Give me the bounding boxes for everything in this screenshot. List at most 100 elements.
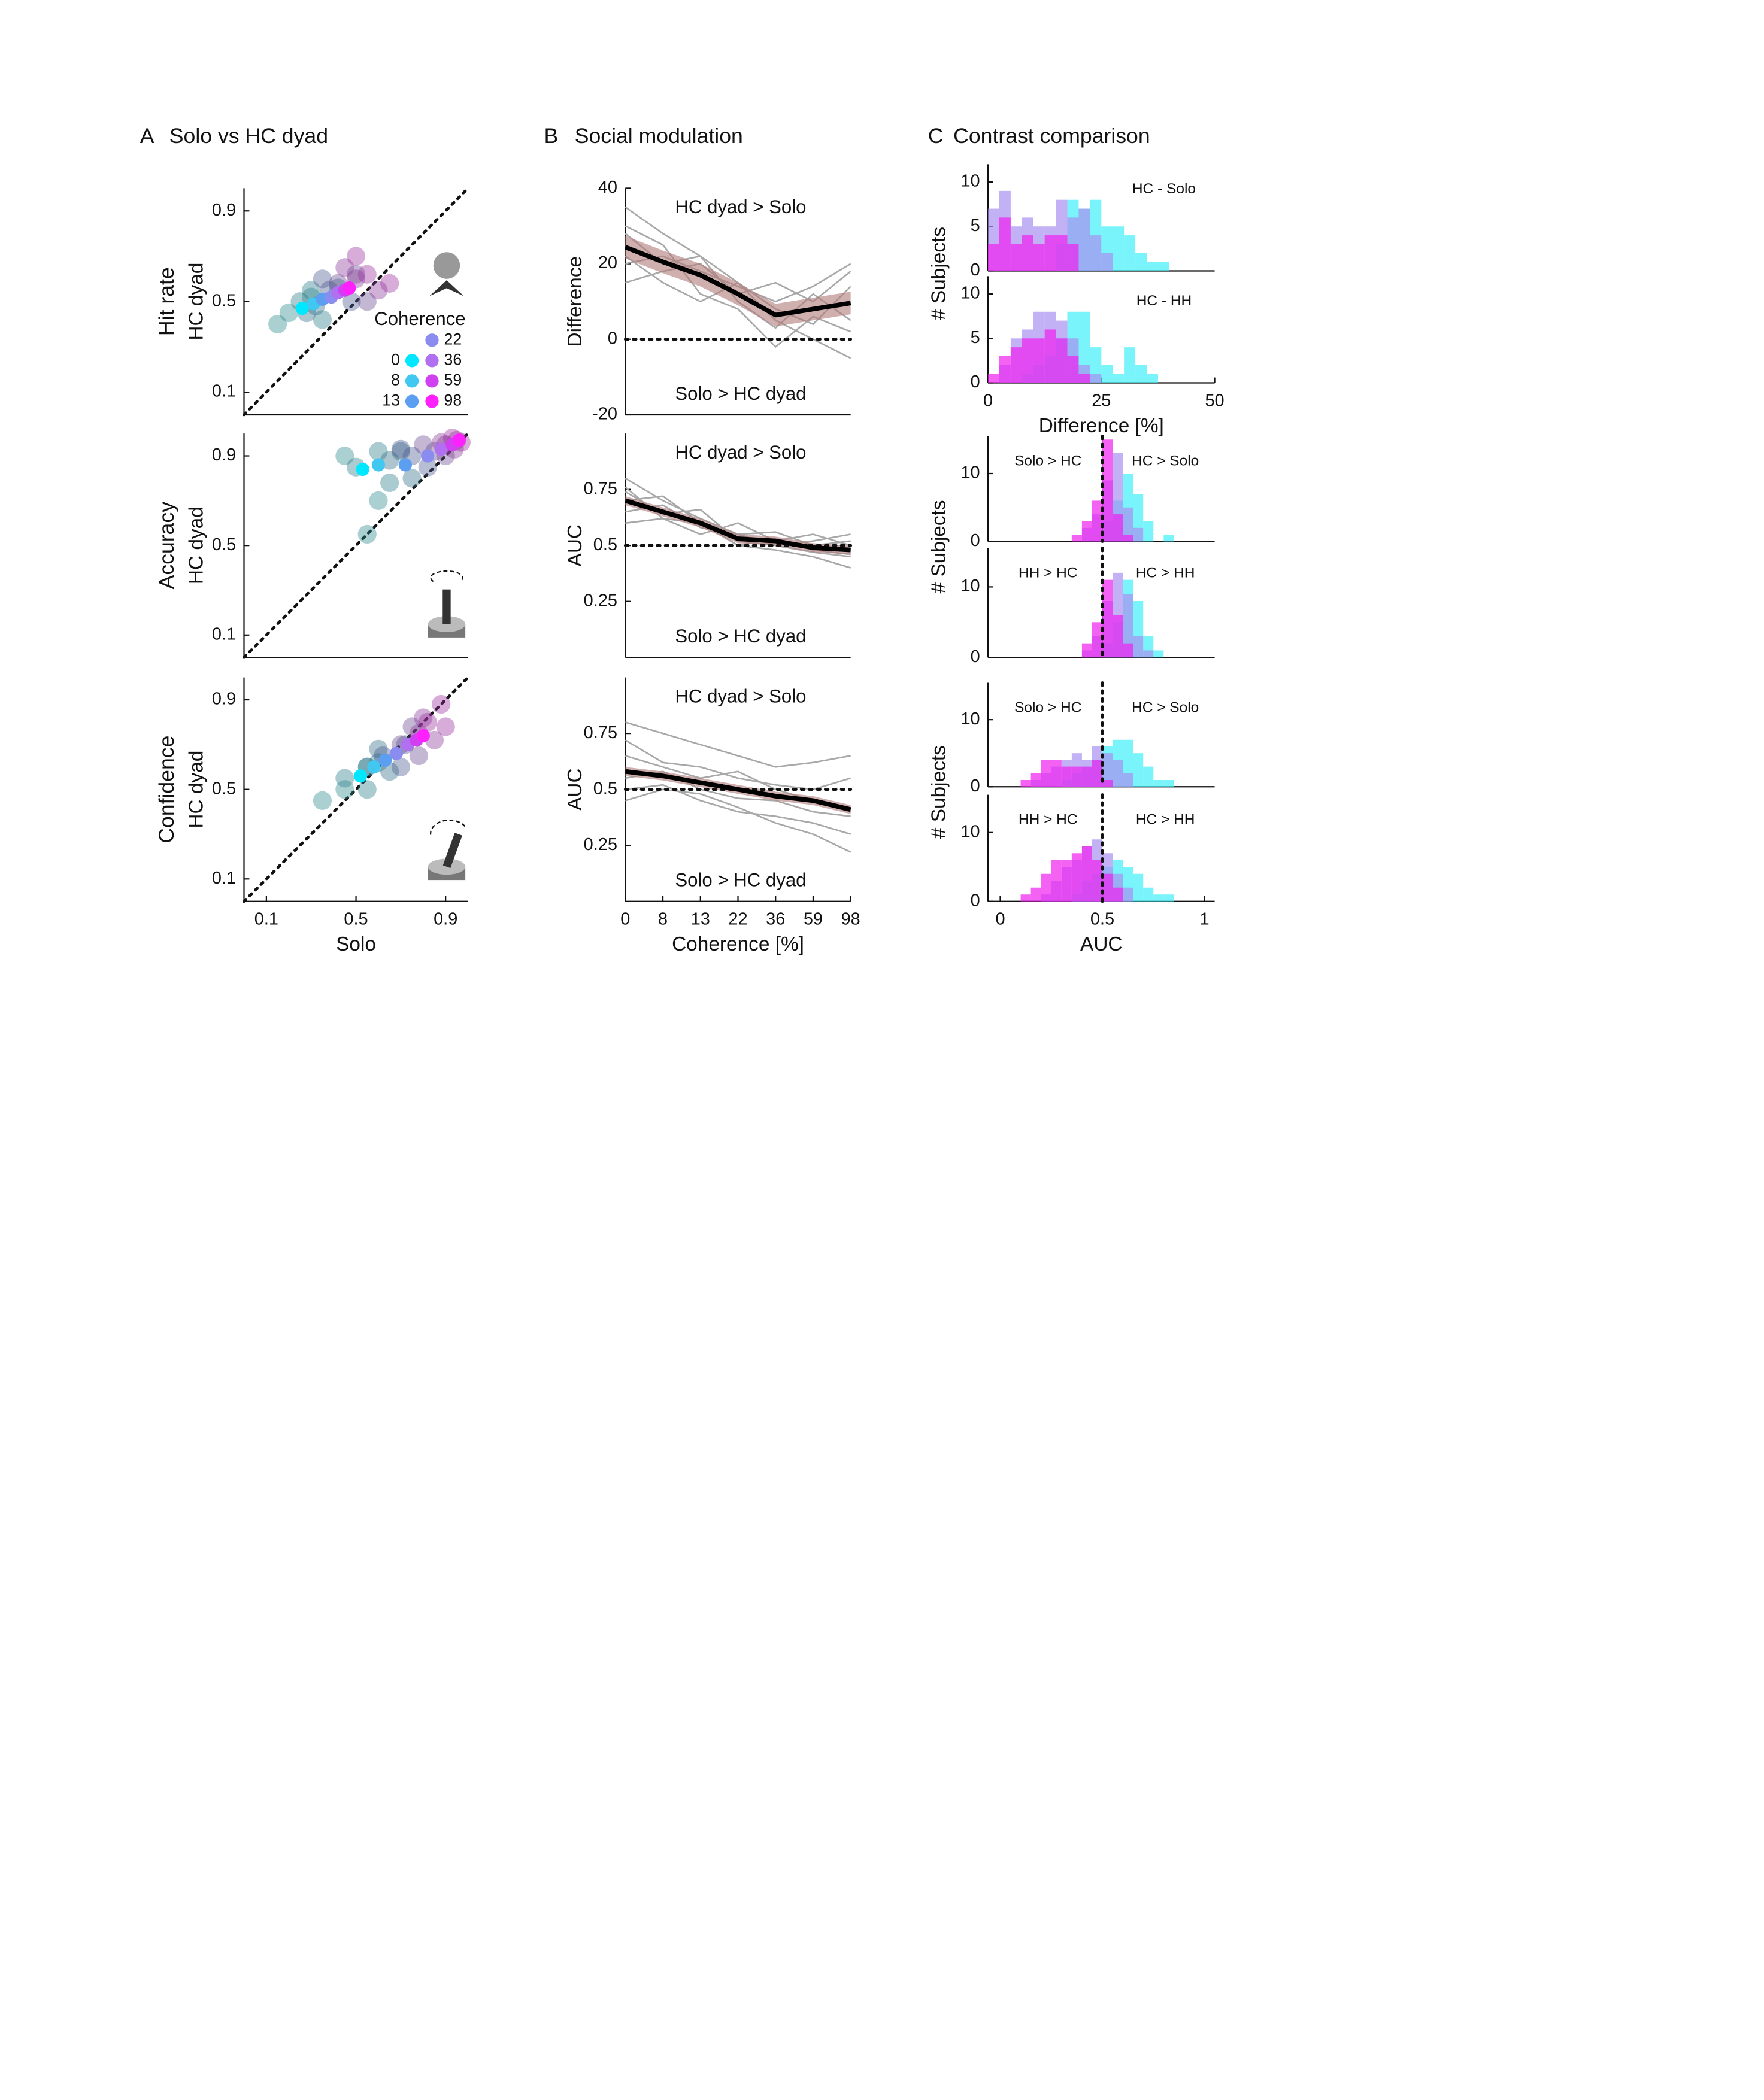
histogram-bar (1081, 521, 1092, 542)
histogram-bar (988, 374, 999, 383)
annotation: HC dyad > Solo (675, 442, 806, 463)
x-tick-label: 50 (1205, 391, 1224, 410)
histogram-bar (1101, 365, 1113, 383)
subject-point (268, 314, 287, 334)
subject-point (357, 292, 377, 311)
histogram-bar (1044, 235, 1056, 271)
observer-icon (429, 252, 464, 296)
subject-point (335, 446, 354, 466)
histogram-bar (1056, 338, 1068, 383)
histogram-bar (1041, 760, 1051, 787)
mean-line (624, 245, 851, 318)
panel-label: B (544, 124, 559, 148)
histogram-bar (1041, 873, 1051, 902)
histogram-bar (1123, 535, 1133, 542)
annotation: HC > HH (1136, 811, 1195, 827)
mean-point (353, 769, 368, 783)
histogram-bar (1010, 347, 1022, 383)
subject-point (432, 694, 451, 714)
histogram-bar (1153, 780, 1164, 787)
histogram-bar (1163, 535, 1174, 542)
y-tick-label: 0 (971, 647, 980, 666)
y-axis-label: HC dyad (185, 751, 207, 829)
histogram-bar (1163, 780, 1174, 787)
y-tick-label: 10 (960, 172, 980, 191)
subject-point (391, 757, 410, 776)
y-axis-label: Difference (564, 256, 586, 347)
y-tick-label: 0.25 (584, 591, 617, 610)
subject-point (335, 258, 354, 277)
histogram-bar (1022, 235, 1033, 271)
histogram-bar (1081, 766, 1092, 787)
y-tick-label: 10 (960, 284, 980, 303)
mean-point (421, 449, 435, 463)
histogram-bar (1010, 244, 1022, 271)
histogram-bar (1033, 338, 1045, 383)
histogram-bar (1147, 262, 1158, 271)
y-tick-label: -20 (592, 405, 617, 424)
histogram-bar (999, 356, 1011, 383)
identity-line (243, 186, 470, 417)
histogram-bar (1081, 846, 1092, 902)
histogram-bar (1071, 853, 1082, 902)
subject-point (357, 780, 377, 799)
histogram-bar (1102, 780, 1113, 787)
histogram-bar (1133, 873, 1144, 902)
histogram-bar (1143, 521, 1154, 542)
histogram-bar (1102, 579, 1113, 658)
subject-point (279, 304, 298, 323)
subject-point (369, 281, 388, 300)
subject-point (402, 469, 422, 488)
subject-line (625, 255, 851, 326)
histogram-bar (1030, 773, 1041, 787)
x-tick-label: 0.1 (254, 910, 278, 929)
y-tick-label: 0.75 (584, 479, 617, 498)
y-tick-label: 0 (971, 260, 980, 280)
histogram-bar (1153, 650, 1164, 658)
y-tick-label: 0.1 (212, 869, 236, 888)
y-tick-label: 0 (971, 372, 980, 392)
y-axis-label: # Subjects (928, 745, 950, 839)
histogram-bar (1133, 527, 1144, 542)
histogram-bar (1081, 643, 1092, 658)
histogram-bar (1033, 244, 1045, 271)
mean-point (398, 458, 412, 472)
panel-label: A (140, 124, 154, 148)
mean-point (434, 442, 448, 456)
mean-line (625, 769, 851, 812)
legend-marker (425, 374, 439, 388)
histogram-bar (1123, 887, 1133, 902)
subject-point (335, 769, 354, 788)
y-tick-label: 0.9 (212, 201, 236, 220)
subject-point (302, 281, 321, 300)
histogram-bar (1113, 615, 1123, 658)
annotation: Solo > HC dyad (675, 626, 806, 647)
identity-line (243, 676, 470, 903)
annotation: HC dyad > Solo (675, 196, 806, 217)
y-tick-label: 0 (971, 891, 980, 910)
subject-point (436, 717, 455, 736)
legend-title: Coherence (374, 308, 465, 329)
histogram-bar (1051, 860, 1062, 902)
x-axis-label: AUC (1080, 933, 1123, 955)
histogram-bar (1113, 514, 1123, 542)
y-axis-label: AUC (564, 524, 586, 567)
subject-point (346, 265, 366, 284)
joystick-icon (428, 570, 466, 638)
histogram-bar (1147, 374, 1158, 383)
legend-label: 36 (444, 350, 462, 368)
y-tick-label: 10 (960, 463, 980, 482)
annotation: HH > HC (1019, 565, 1078, 581)
histogram-bar (1071, 535, 1082, 542)
subject-point (380, 274, 399, 293)
identity-line (243, 432, 470, 659)
histogram-bar (1153, 894, 1164, 902)
subject-point (414, 708, 433, 727)
annotation: Solo > HC (1014, 699, 1081, 715)
y-tick-label: 0 (971, 531, 980, 550)
legend-label: 98 (444, 392, 462, 409)
histogram-bar (1133, 753, 1144, 787)
x-axis-label: Coherence [%] (672, 933, 804, 955)
